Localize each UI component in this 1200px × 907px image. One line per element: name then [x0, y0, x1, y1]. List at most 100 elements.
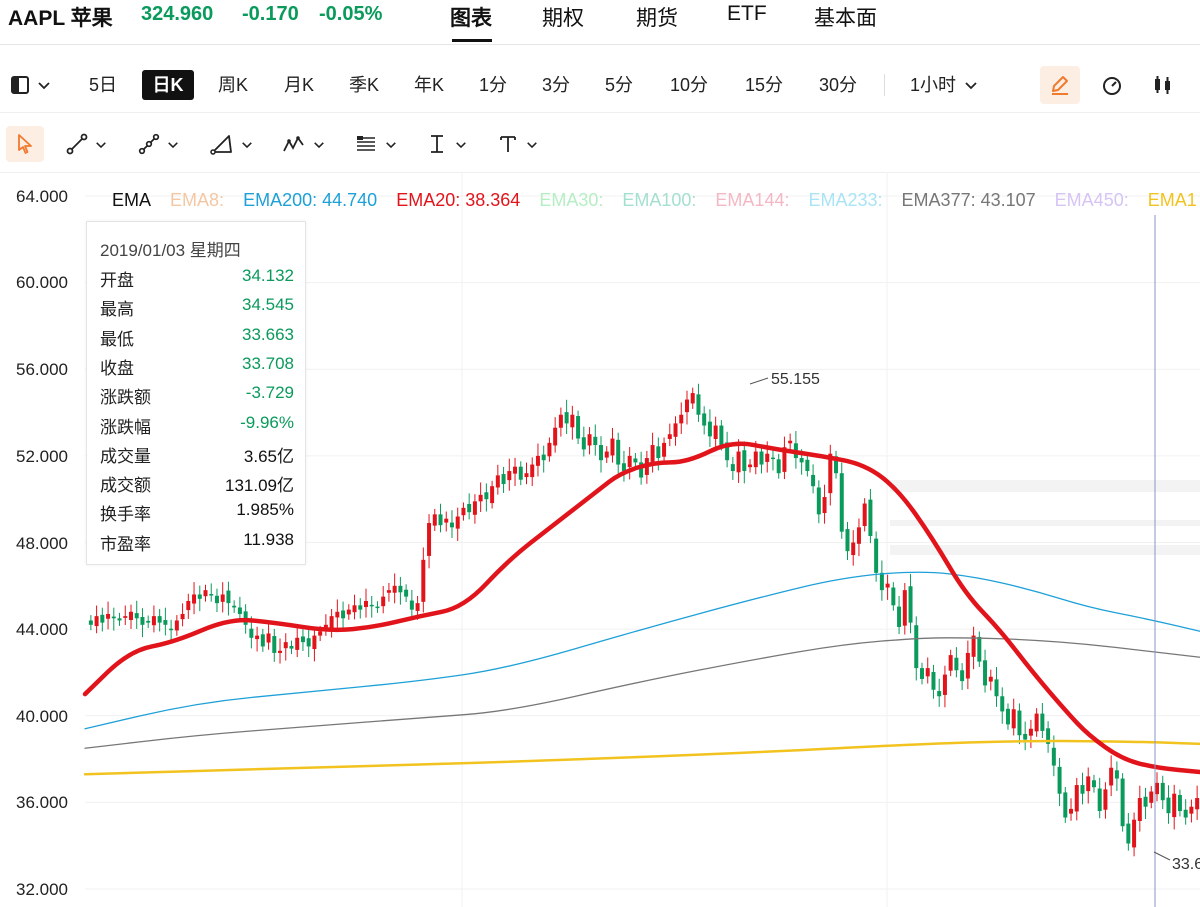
legend-ema200[interactable]: EMA200: 44.740 — [243, 190, 378, 210]
candle-body — [736, 451, 741, 473]
info-value: 3.65亿 — [243, 446, 294, 466]
candle-body — [1177, 795, 1182, 812]
info-date: 2019/01/03 星期四 — [100, 241, 241, 260]
period-weekly[interactable]: 周K — [217, 75, 248, 95]
tab-futures[interactable]: 期货 — [636, 7, 678, 30]
line-tool-icon — [66, 133, 88, 155]
active-tab-indicator — [452, 39, 492, 42]
tab-etf[interactable]: ETF — [727, 2, 767, 25]
layout-icon — [11, 76, 29, 94]
candle-body — [335, 611, 340, 618]
legend-ema450[interactable]: EMA450: — [1054, 190, 1129, 210]
legend-ema-truncated[interactable]: EMA1 — [1147, 190, 1197, 210]
chevron-down-icon — [527, 141, 537, 148]
legend-ema100[interactable]: EMA100: — [622, 190, 697, 210]
candle-body — [908, 586, 913, 623]
y-tick-label: 56.000 — [16, 360, 68, 379]
period-1min[interactable]: 1分 — [478, 75, 507, 95]
period-10min[interactable]: 10分 — [669, 75, 709, 95]
candle-body — [1149, 791, 1154, 803]
candle-body — [965, 652, 970, 679]
candle-body — [128, 611, 133, 621]
draw-mode-button[interactable] — [1040, 66, 1080, 104]
period-30min[interactable]: 30分 — [818, 75, 858, 95]
period-5d[interactable]: 5日 — [88, 75, 117, 95]
candle-body — [1057, 766, 1062, 794]
period-yearly[interactable]: 年K — [413, 75, 444, 95]
low-marker-line — [1153, 851, 1171, 861]
candle-body — [501, 474, 506, 485]
candle-body — [404, 589, 409, 597]
legend-ema377[interactable]: EMA377: 43.107 — [901, 190, 1036, 210]
wave-tool-button[interactable] — [282, 126, 325, 162]
info-label: 最高 — [100, 300, 134, 320]
candle-body — [673, 423, 678, 437]
candle-body — [770, 457, 775, 460]
layout-toggle-button[interactable] — [4, 66, 58, 104]
interval-select[interactable]: 1小时 — [910, 70, 988, 100]
candle-body — [1040, 713, 1045, 731]
tab-chart[interactable]: 图表 — [450, 7, 492, 30]
candle-body — [306, 638, 311, 647]
high-marker-line — [749, 377, 769, 385]
candle-body — [312, 635, 317, 650]
candle-body — [845, 529, 850, 552]
indicator-gauge-button[interactable] — [1092, 66, 1132, 104]
candle-body — [1155, 782, 1160, 795]
triangle-tool-button[interactable] — [210, 126, 253, 162]
interval-select-value: 1小时 — [910, 75, 957, 95]
candle-body — [719, 425, 724, 446]
text-tool-button[interactable] — [497, 126, 538, 162]
candle-body — [581, 437, 586, 450]
candle-body — [1172, 793, 1177, 818]
candlestick-chart[interactable]: 55.155 33.6 — [0, 172, 1200, 907]
y-tick-label: 40.000 — [16, 707, 68, 726]
chevron-down-icon — [96, 141, 106, 148]
candle-body — [1023, 733, 1028, 740]
chevron-down-icon — [168, 141, 178, 148]
candle-body — [811, 474, 816, 487]
fibonacci-icon — [357, 136, 375, 151]
candle-body — [713, 425, 718, 439]
multi-line-tool-button[interactable] — [138, 126, 179, 162]
legend-ema144[interactable]: EMA144: — [715, 190, 790, 210]
price-change-pct: -0.05% — [319, 3, 383, 25]
candle-body — [782, 447, 787, 472]
legend-ema20[interactable]: EMA20: 38.364 — [396, 190, 521, 210]
ema-line-ema20 — [82, 441, 1200, 775]
period-daily[interactable]: 日K — [142, 70, 194, 100]
info-value: -3.729 — [245, 383, 294, 403]
period-15min[interactable]: 15分 — [744, 75, 784, 95]
legend-ema30[interactable]: EMA30: — [539, 190, 604, 210]
candle-body — [679, 414, 684, 424]
chart-type-button[interactable] — [1143, 66, 1183, 104]
candle-body — [237, 607, 242, 614]
candle-body — [478, 494, 483, 502]
candle-body — [260, 634, 265, 647]
candle-body — [874, 538, 879, 573]
candle-body — [862, 503, 867, 527]
ema-legend: EMA EMA8: EMA200: 44.740 EMA20: 38.364 E… — [112, 190, 1200, 211]
candle-body — [684, 399, 689, 413]
candle-body — [364, 600, 368, 608]
candle-body — [1126, 823, 1131, 844]
info-label: 成交额 — [100, 476, 151, 496]
legend-ema8[interactable]: EMA8: — [170, 190, 225, 210]
tab-options[interactable]: 期权 — [542, 7, 584, 30]
period-3min[interactable]: 3分 — [541, 75, 570, 95]
candle-body — [495, 475, 500, 488]
candle-body — [1166, 797, 1171, 814]
fibonacci-tool-button[interactable] — [354, 126, 397, 162]
candle-body — [409, 600, 414, 610]
cursor-tool-button[interactable] — [6, 126, 44, 162]
tab-fundamentals[interactable]: 基本面 — [814, 7, 877, 30]
legend-ema233[interactable]: EMA233: — [808, 190, 883, 210]
period-quarterly[interactable]: 季K — [348, 75, 379, 95]
line-tool-button[interactable] — [66, 126, 107, 162]
candle-body — [994, 679, 999, 697]
candle-body — [1189, 806, 1194, 814]
period-monthly[interactable]: 月K — [283, 75, 314, 95]
price-range-tool-button[interactable] — [426, 126, 467, 162]
candle-body — [329, 616, 334, 629]
period-5min[interactable]: 5分 — [604, 75, 633, 95]
